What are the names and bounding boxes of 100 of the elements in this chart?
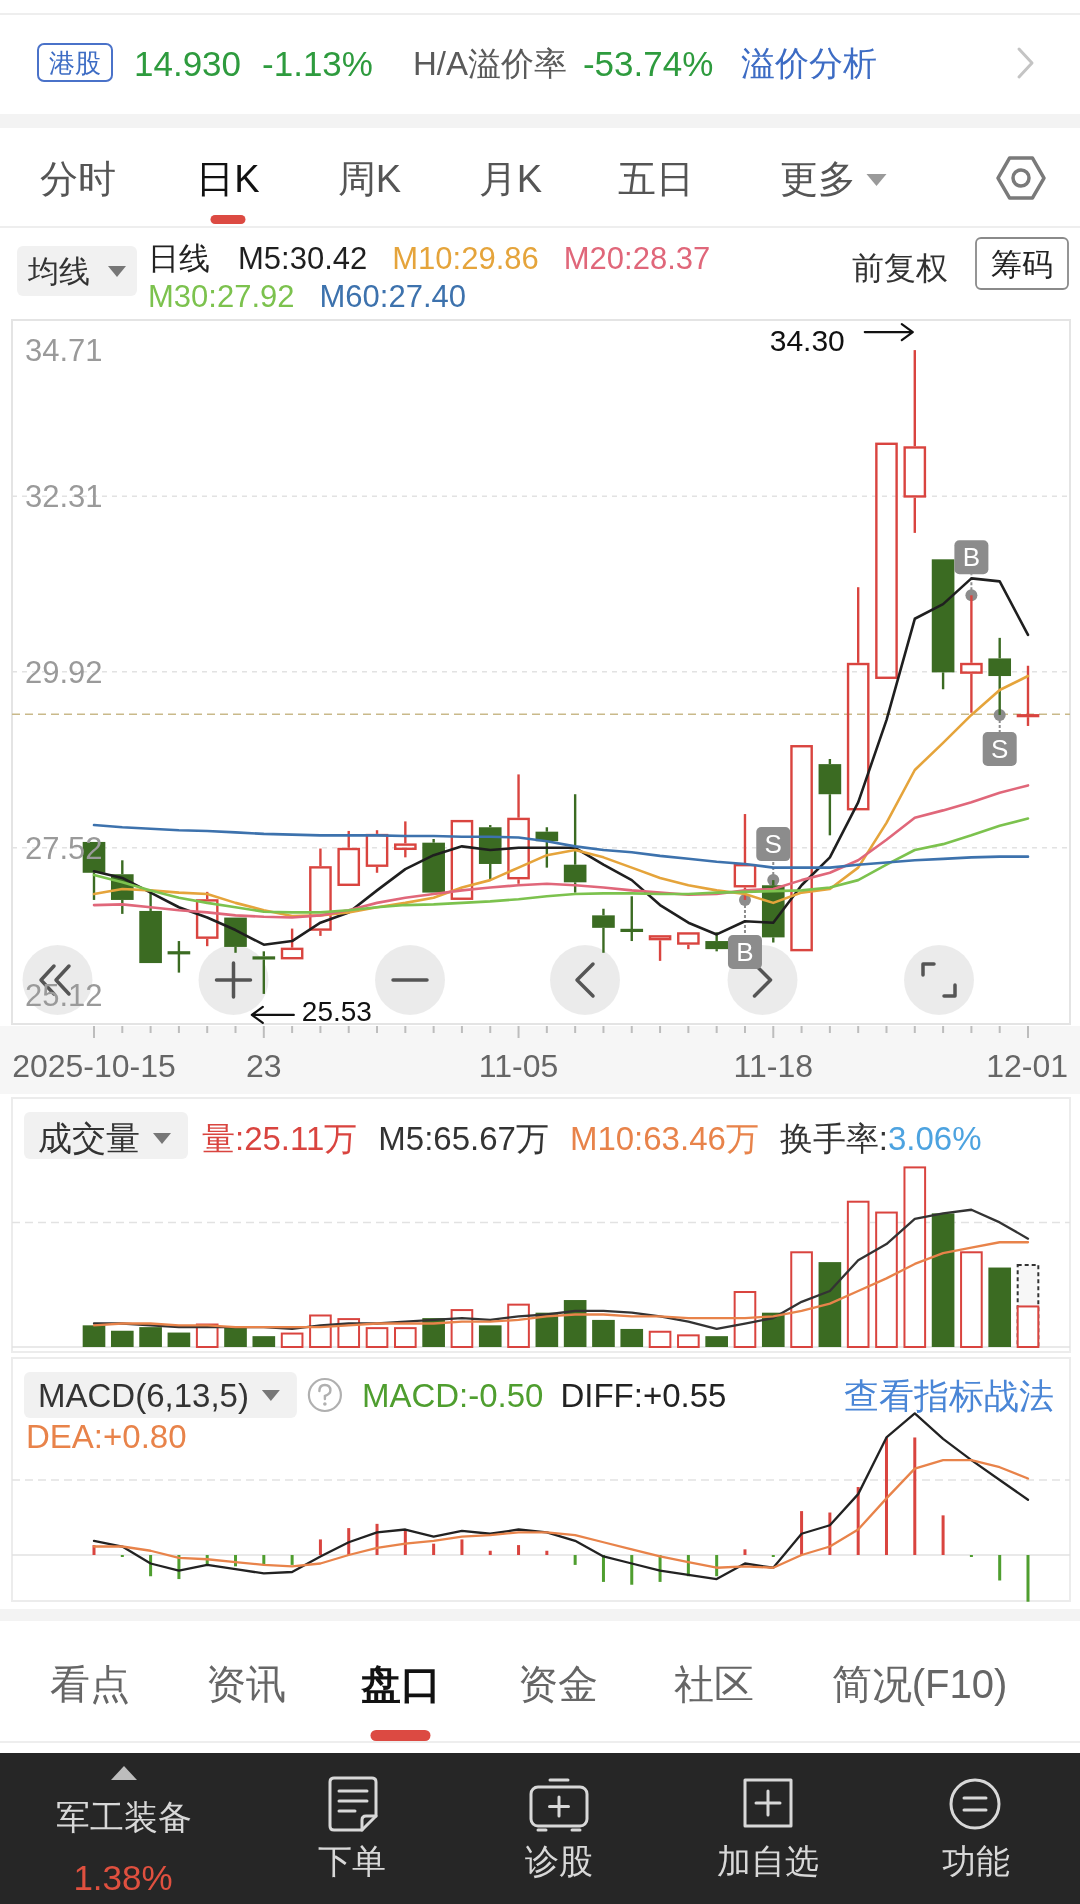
data-label: B <box>962 542 981 573</box>
text: 月K <box>478 158 543 200</box>
text: H/A溢价率 <box>412 44 567 82</box>
bar <box>460 1539 464 1555</box>
bar <box>630 1555 634 1585</box>
text: M30:27.92 <box>148 278 295 314</box>
chart-title: MACD(6,13,5) <box>38 1376 249 1414</box>
chart-title: 均线 <box>27 253 90 289</box>
bar <box>677 1334 700 1348</box>
text: DEA:+0.80 <box>26 1417 187 1455</box>
text: 筹码 <box>991 246 1053 282</box>
bar <box>743 1549 747 1555</box>
bar <box>290 1555 294 1565</box>
text: -1.13% <box>262 43 373 83</box>
bar <box>601 1555 605 1582</box>
bar <box>931 1213 955 1347</box>
bar <box>545 1550 549 1555</box>
bar <box>875 1211 898 1348</box>
text: 港股 <box>49 48 101 78</box>
data-label: S <box>764 829 782 860</box>
text: 3.06% <box>888 1119 982 1157</box>
text: 分时 <box>39 158 116 200</box>
bar <box>139 1327 162 1347</box>
text: 资讯 <box>206 1662 286 1706</box>
text: 加自选 <box>717 1842 819 1880</box>
chart-title: 成交量 <box>38 1119 140 1157</box>
text: 14.930 <box>134 43 242 83</box>
text: 前复权 <box>852 250 948 286</box>
text: 1.38% <box>73 1857 173 1897</box>
text: 功能 <box>942 1842 1010 1880</box>
text: 周K <box>337 158 402 200</box>
text: M5:65.67万 <box>378 1119 549 1157</box>
bar <box>1026 1555 1030 1602</box>
x-tick-label: 12-01 <box>986 1048 1068 1084</box>
text: 换手率: <box>779 1119 889 1157</box>
x-tick-label: 11-18 <box>733 1048 814 1084</box>
bar <box>988 1267 1012 1347</box>
x-tick-label: 11-05 <box>478 1048 559 1084</box>
bar <box>998 1555 1002 1581</box>
bar <box>846 1200 870 1348</box>
text: 溢价分析 <box>741 44 878 82</box>
text: 日K <box>196 158 260 200</box>
text: 简况(F10) <box>831 1662 1008 1706</box>
bar <box>507 1303 530 1348</box>
text: M10:29.86 <box>392 240 539 276</box>
bar <box>941 1515 945 1555</box>
text: MACD:-0.50 <box>361 1376 544 1414</box>
text: 诊股 <box>525 1842 593 1880</box>
text: 五日 <box>618 158 694 200</box>
bar <box>573 1555 577 1565</box>
bar <box>224 1327 247 1347</box>
text: 更多 <box>779 158 856 200</box>
text: 资金 <box>518 1662 598 1706</box>
y-tick-label: 29.92 <box>25 654 103 690</box>
bar <box>884 1437 888 1555</box>
bar <box>488 1550 492 1555</box>
bar <box>280 1332 304 1348</box>
bar <box>960 1251 983 1348</box>
text: 军工装备 <box>56 1798 192 1836</box>
x-tick-label: 23 <box>246 1048 282 1084</box>
text: 量:25.11万 <box>202 1119 358 1157</box>
bar <box>82 1325 106 1347</box>
bar <box>620 1328 644 1347</box>
bar <box>432 1543 436 1555</box>
bar <box>733 1291 757 1348</box>
bar <box>167 1332 191 1347</box>
text: 盘口 <box>359 1662 441 1706</box>
text: 看点 <box>49 1662 130 1706</box>
y-tick-label: 34.71 <box>25 332 103 368</box>
bar <box>517 1545 521 1555</box>
bar <box>110 1330 134 1347</box>
annotation: 查看指标战法 <box>844 1375 1054 1415</box>
bar <box>592 1319 615 1347</box>
text: M20:28.37 <box>563 240 711 276</box>
bar <box>705 1336 728 1347</box>
bar <box>790 1251 813 1348</box>
legend-title: 日线 <box>148 240 210 276</box>
bar <box>318 1539 322 1555</box>
text: M10:63.46万 <box>569 1119 759 1157</box>
bar <box>262 1555 266 1565</box>
bar <box>394 1327 417 1348</box>
bar <box>1016 1305 1040 1348</box>
bar <box>648 1330 672 1348</box>
x-tick-label: 2025-10-15 <box>12 1048 176 1084</box>
text: -53.74% <box>582 43 714 83</box>
bar <box>365 1327 389 1348</box>
text: M5:30.42 <box>238 240 368 276</box>
data-label: S <box>991 733 1009 764</box>
y-tick-label: 25.12 <box>25 977 103 1013</box>
bar <box>478 1325 502 1347</box>
text: 下单 <box>318 1842 386 1880</box>
text: DIFF:+0.55 <box>560 1376 727 1414</box>
text: M60:27.40 <box>319 278 466 314</box>
bar <box>903 1166 927 1348</box>
annotation: 25.53 <box>301 995 372 1027</box>
data-label: B <box>736 936 754 967</box>
bar <box>252 1336 276 1347</box>
annotation: 34.30 <box>769 323 845 357</box>
bar <box>818 1262 842 1347</box>
text: 社区 <box>673 1662 754 1706</box>
